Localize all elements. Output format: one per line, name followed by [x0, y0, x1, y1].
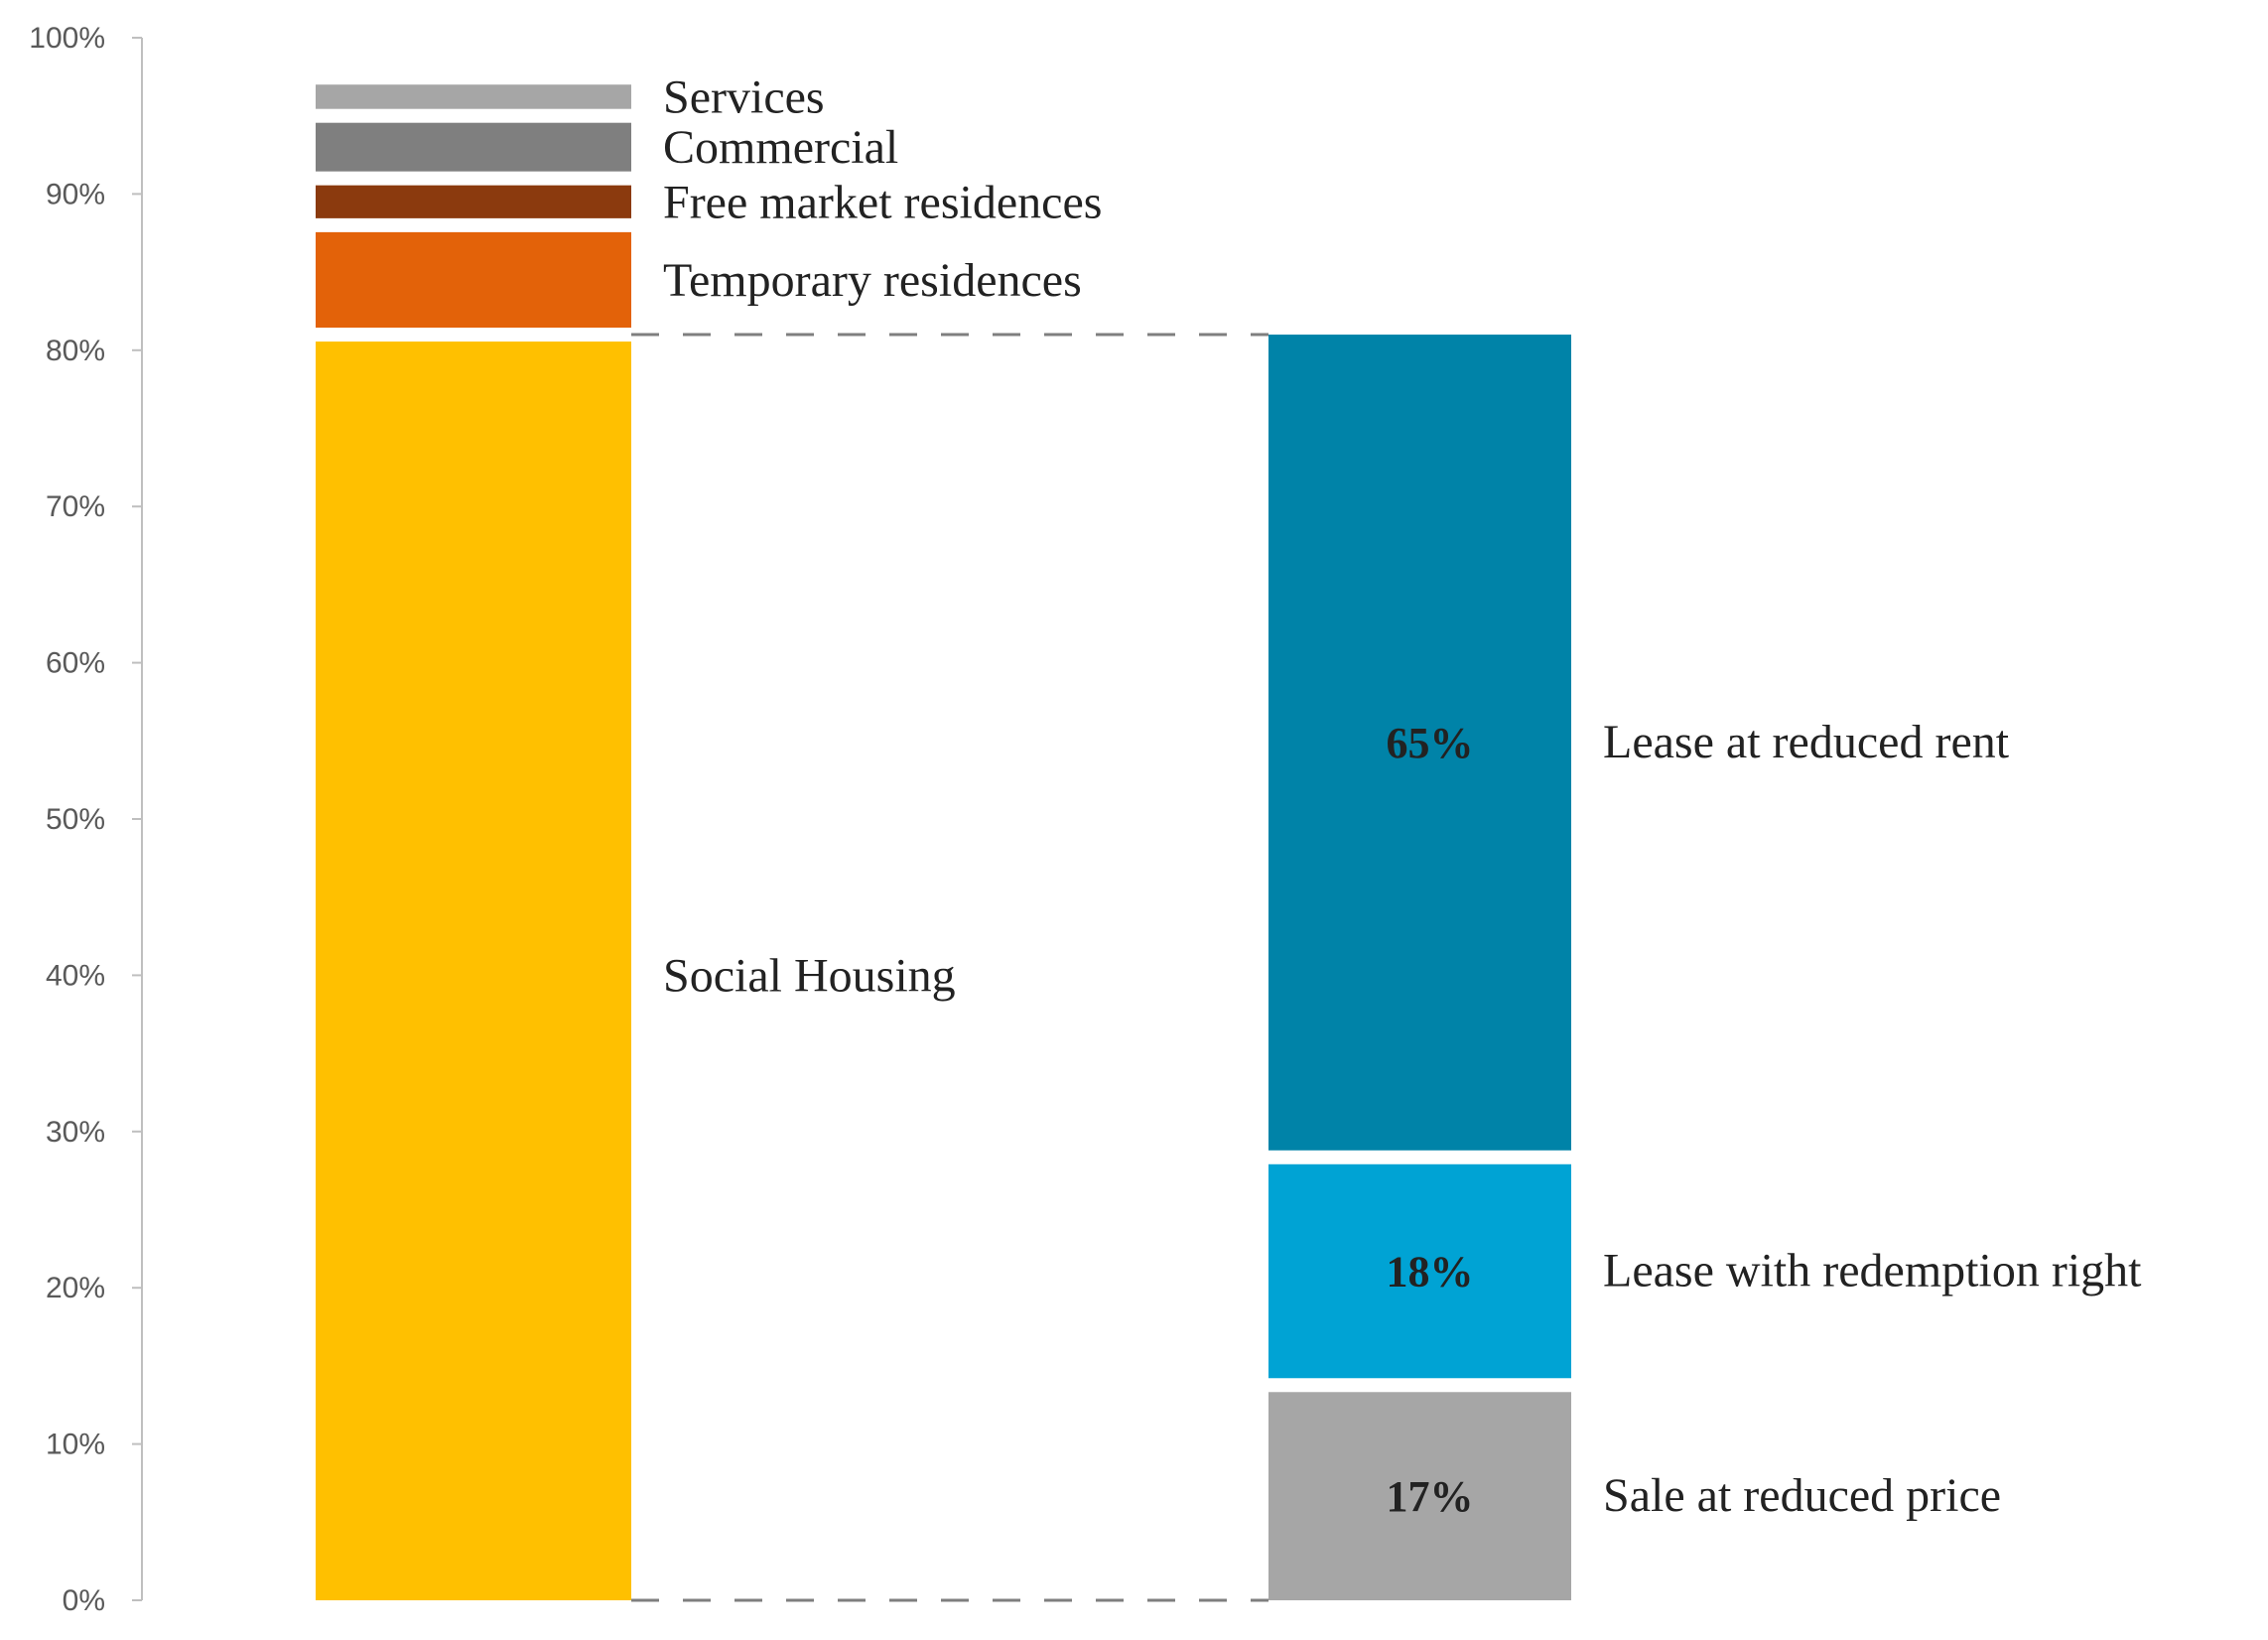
y-tick-label: 100% [29, 22, 105, 55]
left-stacked-bar: Social Housing Temporary residences Free m… [316, 70, 1102, 1600]
segment-label-lease-with-redemption-right: Lease with redemption right [1603, 1245, 2142, 1298]
y-tick-label: 70% [46, 490, 105, 523]
y-tick-label: 50% [46, 803, 105, 836]
segment-label-lease-at-reduced-rent: Lease at reduced rent [1603, 716, 2010, 768]
y-tick-label: 10% [46, 1429, 105, 1461]
y-tick-label: 0% [63, 1584, 105, 1617]
bar-segment-commercial [316, 122, 631, 172]
segment-label-sale-at-reduced-price: Sale at reduced price [1603, 1469, 2001, 1522]
bar-segment-lease-at-reduced-rent [1268, 335, 1571, 1151]
y-tick-label: 80% [46, 335, 105, 367]
bar-segment-temporary-residences [316, 231, 631, 329]
connector-lines [631, 333, 1268, 1602]
y-tick-label: 40% [46, 959, 105, 992]
y-axis: 0% 10% 20% 30% 40% 50% 60% 70% 80% 90% 100% [29, 22, 143, 1617]
data-label-lease-at-reduced-rent: 65% [1387, 719, 1474, 767]
y-tick-label: 20% [46, 1272, 105, 1304]
y-tick-label: 30% [46, 1116, 105, 1149]
y-tick-label: 60% [46, 647, 105, 680]
segment-label-temporary-residences: Temporary residences [663, 254, 1082, 307]
bar-segment-services [316, 84, 631, 109]
segment-label-social-housing: Social Housing [663, 949, 956, 1002]
segment-label-commercial: Commercial [663, 121, 898, 174]
data-label-lease-with-redemption-right: 18% [1387, 1248, 1474, 1297]
segment-label-free-market-residences: Free market residences [663, 176, 1102, 228]
segment-label-services: Services [663, 70, 825, 123]
data-label-sale-at-reduced-price: 17% [1387, 1472, 1474, 1521]
right-breakdown-bar: 17% Sale at reduced price 18% Lease with re… [1268, 335, 2142, 1600]
bar-segment-sale-at-reduced-price [1268, 1392, 1571, 1600]
bar-segment-lease-with-redemption-right [1268, 1163, 1571, 1379]
bar-segment-free-market-residences [316, 185, 631, 218]
y-tick-label: 90% [46, 178, 105, 210]
bar-segment-social-housing [316, 342, 631, 1600]
